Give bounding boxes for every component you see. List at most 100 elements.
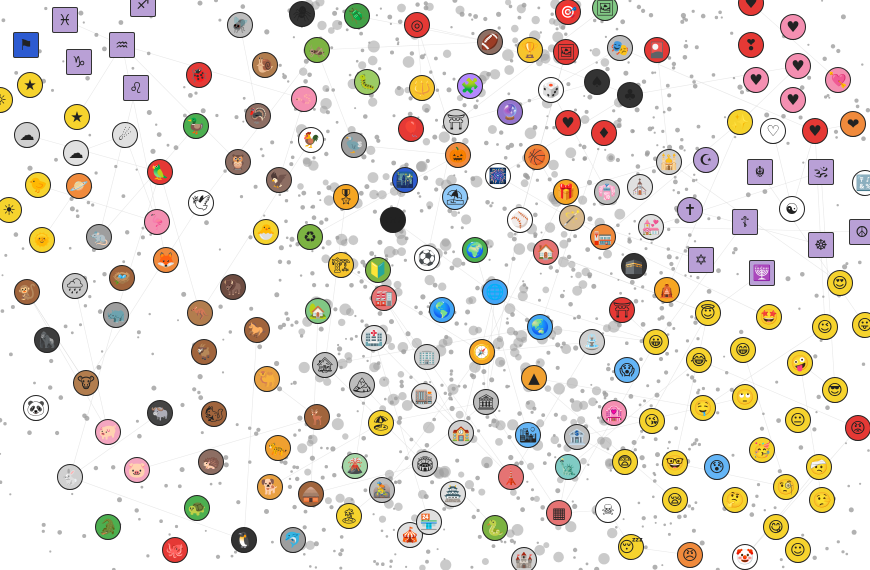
network-dot [801,533,805,537]
network-dot [424,274,435,286]
menorah-icon: 🕎 [749,260,775,286]
network-dot [446,87,452,93]
network-dot [627,237,631,241]
face-blowing-kiss-glyph: 😘 [644,411,660,430]
network-dot [622,518,625,521]
network-dot [800,272,805,277]
network-dot [420,294,426,300]
network-dot [419,564,426,570]
network-dot [194,91,198,95]
network-dot [653,437,658,442]
network-dot [363,114,368,119]
network-dot [711,73,716,77]
network-dot [426,305,430,309]
white-heart-glyph: ♡ [766,121,780,140]
jack-o-lantern-icon: 🎃 [445,142,471,168]
heart-exclamation-glyph: ❣ [744,35,758,54]
network-edge [37,184,158,223]
network-dot [665,351,669,356]
network-dot [798,115,803,120]
network-dot [561,344,572,355]
panda-icon: 🐼 [23,395,49,421]
network-dot [326,129,330,134]
octopus-glyph: 🐙 [165,540,185,559]
spade-suit-icon: ♠ [584,69,610,95]
network-dot [684,187,689,191]
love-hotel-icon: 🏩 [601,400,627,426]
network-dot [520,179,529,188]
baseball-glyph: ⚾ [510,210,530,229]
network-dot [151,352,154,356]
european-castle-icon: 🏰 [511,547,537,570]
pig-icon: 🐖 [95,419,121,445]
network-dot [394,480,397,484]
compass-icon: 🧭 [469,339,495,365]
network-dot [716,268,721,274]
network-edge [121,44,305,100]
dodo-glyph: 🦤 [344,135,364,154]
network-dot [374,134,380,140]
network-dot [284,199,289,203]
network-dot [150,148,156,154]
duck-glyph: 🦆 [186,116,206,135]
network-dot [404,236,409,241]
network-dot [667,144,673,150]
network-edge [69,412,161,478]
rhinoceros-icon: 🦏 [103,302,129,328]
network-dot [824,95,828,99]
network-dot [690,443,694,447]
deer-glyph: 🦌 [307,407,327,426]
network-dot [93,280,96,283]
network-dot [337,352,341,356]
globe-asia-icon: 🌏 [527,314,553,340]
network-dot [553,412,559,417]
network-dot [359,31,363,36]
flag-glyph: ⚑ [19,35,33,54]
flamingo-icon: 🦩 [144,209,170,235]
network-dot [448,349,454,355]
network-dot [617,117,622,123]
network-dot [443,251,448,255]
network-dot [691,178,696,183]
network-edge [674,312,709,464]
network-dot [324,497,332,505]
network-dot [432,282,438,288]
network-dot [627,61,630,64]
network-dot [362,354,365,358]
network-dot [585,247,591,253]
smiling-face-icon: ☺ [785,537,811,563]
network-dot [540,231,543,234]
puzzle-piece-icon: 🧩 [457,73,483,99]
network-dot [54,157,58,162]
network-dot [654,392,660,398]
network-dot [462,103,467,108]
network-dot [759,426,765,431]
beaming-face-glyph: 😁 [735,340,751,359]
network-dot [507,92,511,96]
network-dot [387,14,393,20]
network-dot [289,162,294,167]
network-dot [283,460,288,466]
pouting-face-glyph: 😠 [682,545,698,564]
network-dot [297,415,303,421]
network-dot [473,104,479,110]
network-dot [377,190,387,200]
network-dot [548,18,556,25]
network-dot [290,382,293,385]
derelict-house-icon: 🏚 [312,352,338,378]
network-dot [637,501,641,505]
network-dot [367,55,378,66]
network-dot [680,12,687,19]
network-dot [356,410,359,413]
turtle-glyph: 🐢 [187,498,207,517]
network-dot [1,18,6,23]
white-heart-icon: ♡ [760,118,786,144]
network-dot [595,400,598,404]
network-dot [264,509,269,514]
post-office-glyph: 🏣 [593,227,613,246]
network-dot [364,184,370,190]
network-dot [121,194,126,199]
network-dot [648,13,654,18]
network-dot [357,271,361,274]
network-dot [321,527,326,532]
